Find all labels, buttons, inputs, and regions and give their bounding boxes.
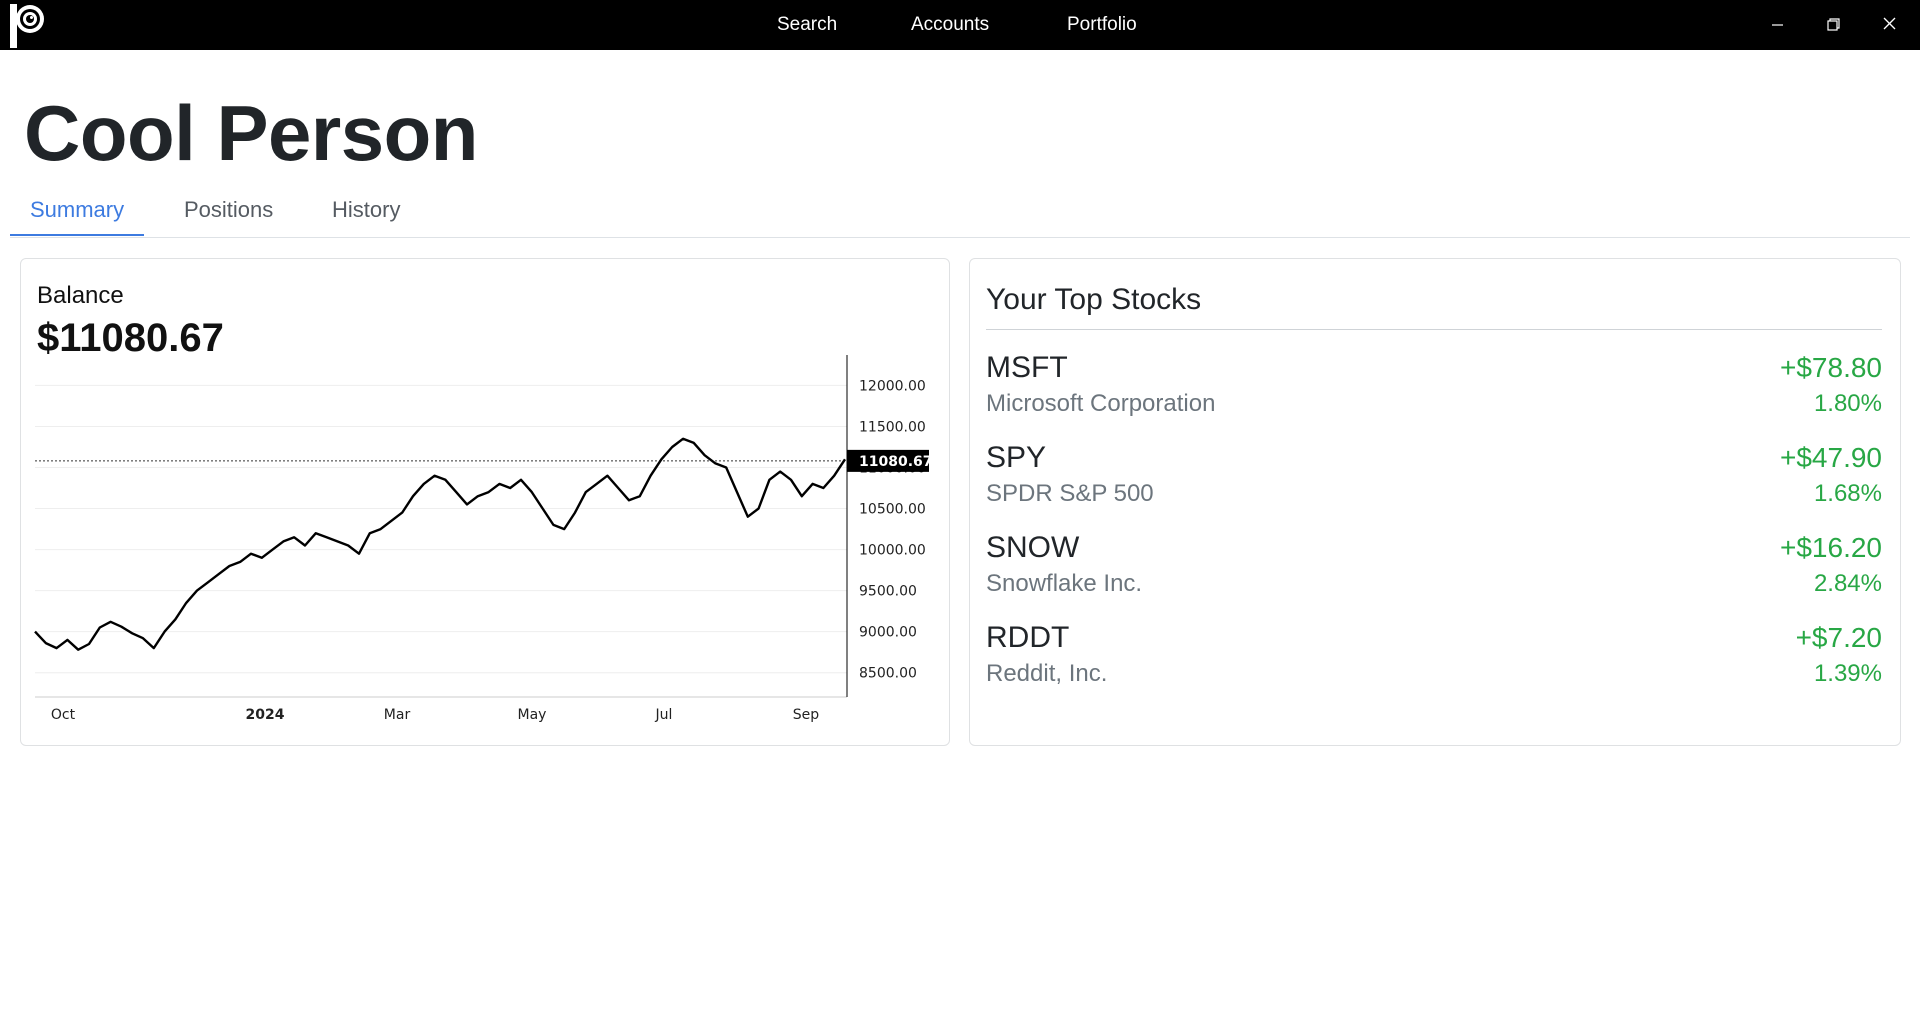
stock-name: Snowflake Inc. bbox=[986, 570, 1143, 597]
nav-portfolio[interactable]: Portfolio bbox=[1067, 14, 1137, 35]
current-value-badge bbox=[847, 449, 929, 472]
stock-change: +$16.20 bbox=[1780, 532, 1882, 563]
stock-name: Microsoft Corporation bbox=[986, 390, 1216, 417]
nav-search[interactable]: Search bbox=[777, 14, 838, 35]
stock-symbol: MSFT bbox=[986, 351, 1068, 384]
x-tick-label: Mar bbox=[384, 707, 411, 723]
stock-row-rddt[interactable]: RDDT Reddit, Inc. +$7.20 1.39% bbox=[986, 619, 1882, 705]
stock-name: Reddit, Inc. bbox=[986, 660, 1108, 687]
minimize-button[interactable] bbox=[1749, 0, 1805, 50]
stock-percent: 1.80% bbox=[1813, 390, 1882, 417]
y-tick-label: 9500.00 bbox=[859, 584, 917, 600]
y-tick-label: 12000.00 bbox=[859, 378, 926, 394]
x-tick-label: Oct bbox=[51, 707, 76, 723]
x-tick-label: 2024 bbox=[246, 707, 285, 723]
close-icon bbox=[1883, 17, 1896, 30]
x-tick-label: Jul bbox=[655, 707, 673, 723]
stock-row-msft[interactable]: MSFT Microsoft Corporation +$78.80 1.80% bbox=[986, 349, 1882, 435]
balance-value: $11080.67 bbox=[37, 316, 224, 360]
stock-row-snow[interactable]: SNOW Snowflake Inc. +$16.20 2.84% bbox=[986, 529, 1882, 615]
balance-card: Balance $11080.67 12000.0011500.0011000.… bbox=[20, 258, 950, 746]
title-bar: Search Accounts Portfolio bbox=[0, 0, 1920, 50]
close-button[interactable] bbox=[1862, 0, 1918, 50]
y-tick-label: 9000.00 bbox=[859, 625, 917, 641]
top-nav: Search Accounts Portfolio bbox=[0, 0, 1920, 50]
stock-change: +$78.80 bbox=[1780, 352, 1882, 383]
tab-summary[interactable]: Summary bbox=[30, 197, 125, 222]
x-tick-label: Sep bbox=[793, 707, 820, 723]
tab-positions[interactable]: Positions bbox=[184, 197, 274, 222]
restore-button[interactable] bbox=[1805, 0, 1861, 50]
stock-symbol: SPY bbox=[986, 441, 1047, 474]
balance-series-line bbox=[34, 437, 847, 651]
tab-history[interactable]: History bbox=[332, 197, 401, 222]
app-logo-icon bbox=[8, 2, 46, 48]
stock-change: +$7.20 bbox=[1795, 622, 1882, 653]
stock-name: SPDR S&P 500 bbox=[986, 480, 1154, 507]
top-stocks-card: Your Top Stocks MSFT Microsoft Corporati… bbox=[969, 258, 1901, 746]
balance-chart[interactable]: 12000.0011500.0011000.0010500.0010000.00… bbox=[21, 259, 949, 745]
stock-change: +$47.90 bbox=[1780, 442, 1882, 473]
restore-icon bbox=[1827, 18, 1840, 31]
nav-accounts[interactable]: Accounts bbox=[911, 14, 990, 35]
stock-symbol: RDDT bbox=[986, 621, 1070, 654]
x-tick-label: May bbox=[518, 707, 547, 723]
stock-symbol: SNOW bbox=[986, 531, 1080, 564]
active-tab-indicator bbox=[10, 234, 144, 236]
page-title: Cool Person bbox=[24, 89, 478, 177]
stock-percent: 1.39% bbox=[1813, 660, 1882, 687]
y-tick-label: 8500.00 bbox=[859, 666, 917, 682]
minimize-icon bbox=[1772, 24, 1783, 26]
y-tick-label: 10000.00 bbox=[859, 543, 926, 559]
tab-bar: Summary Positions History bbox=[10, 186, 1910, 238]
y-tick-label: 11500.00 bbox=[859, 419, 926, 435]
stock-row-spy[interactable]: SPY SPDR S&P 500 +$47.90 1.68% bbox=[986, 439, 1882, 525]
divider bbox=[986, 329, 1882, 330]
stock-percent: 2.84% bbox=[1813, 570, 1882, 597]
balance-label: Balance bbox=[37, 282, 124, 309]
current-value-label: 11080.67 bbox=[859, 454, 933, 470]
top-stocks-title: Your Top Stocks bbox=[986, 283, 1202, 316]
stock-percent: 1.68% bbox=[1813, 480, 1882, 507]
y-tick-label: 10500.00 bbox=[859, 502, 926, 518]
